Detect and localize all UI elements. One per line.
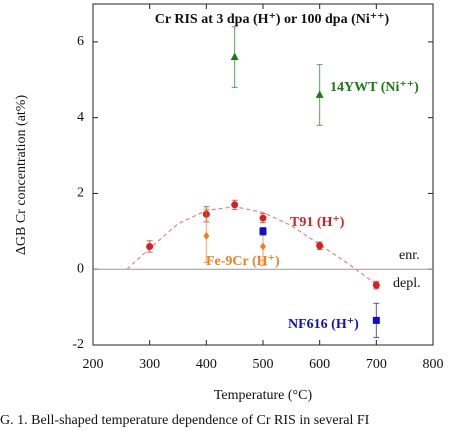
plot-frame <box>92 3 434 346</box>
point <box>230 52 239 61</box>
x-tick-label: 200 <box>83 357 104 372</box>
point <box>231 201 239 209</box>
point <box>372 316 380 324</box>
y-tick-label: 2 <box>77 186 84 201</box>
point <box>259 214 267 222</box>
point <box>146 242 154 250</box>
x-tick-label: 700 <box>366 357 387 372</box>
x-tick-label: 300 <box>139 357 160 372</box>
series-label: T91 (H⁺) <box>290 215 345 230</box>
annotation: depl. <box>393 276 421 291</box>
y-tick-label: 6 <box>77 34 84 49</box>
x-tick-label: 800 <box>423 357 444 372</box>
x-axis-label: Temperature (°C) <box>214 388 313 403</box>
y-axis-label: ΔGB Cr concentration (at%) <box>14 95 29 256</box>
caption: G. 1. Bell-shaped temperature dependence… <box>0 413 370 428</box>
x-tick-label: 400 <box>196 357 217 372</box>
point <box>259 227 267 235</box>
chart-title: Cr RIS at 3 dpa (H⁺) or 100 dpa (Ni⁺⁺) <box>155 12 390 27</box>
point <box>203 231 210 240</box>
x-tick-label: 600 <box>309 357 330 372</box>
point <box>315 90 324 98</box>
point <box>260 242 266 251</box>
fit-curve <box>126 206 377 285</box>
point <box>372 281 380 289</box>
series-label: Fe-9Cr (H⁺) <box>206 254 280 269</box>
x-tick-label: 500 <box>253 357 274 372</box>
point <box>316 242 324 250</box>
y-tick-label: 4 <box>77 110 84 125</box>
annotation: enr. <box>399 248 420 263</box>
series-label: NF616 (H⁺) <box>288 317 359 332</box>
y-tick-label: -2 <box>72 337 84 352</box>
y-tick-label: 0 <box>77 261 84 276</box>
series-label: 14YWT (Ni⁺⁺) <box>330 80 419 95</box>
